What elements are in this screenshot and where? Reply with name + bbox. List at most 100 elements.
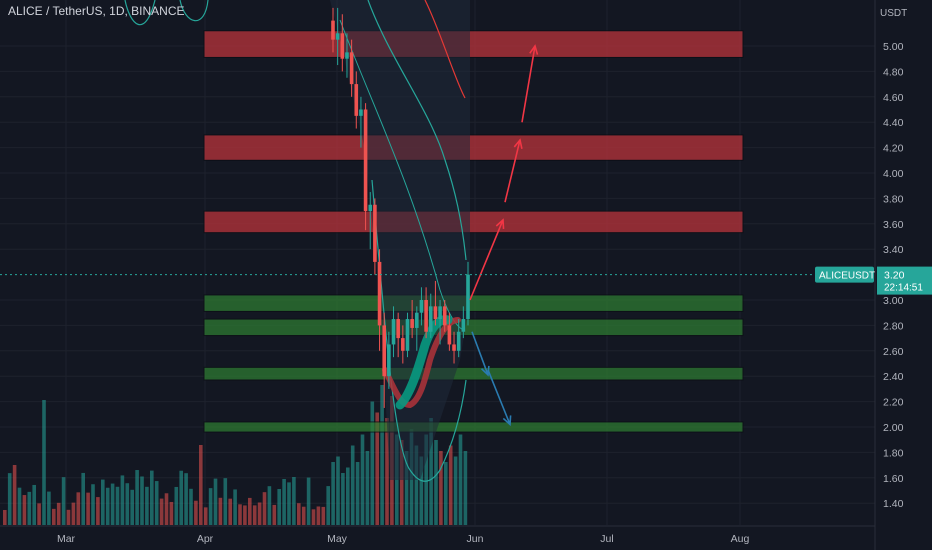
time-tick-label: Jun <box>467 533 484 545</box>
volume-bar <box>419 456 424 525</box>
price-axis-unit: USDT <box>880 8 907 19</box>
candle-body <box>424 300 428 332</box>
price-tick-label: 3.40 <box>883 244 904 256</box>
volume-bar <box>125 483 130 525</box>
volume-bar <box>429 418 433 525</box>
volume-bar <box>174 486 179 525</box>
volume-bar <box>76 492 81 525</box>
price-axis[interactable]: USDT 5.00 4.80 4.60 4.40 4.20 4.00 3.80 3.60 3.40… <box>874 0 907 550</box>
candle-body <box>373 204 377 262</box>
volume-bar <box>184 473 188 525</box>
candle-body <box>335 33 340 40</box>
volume-bar <box>52 508 56 525</box>
price-tick-label: 1.80 <box>883 447 904 459</box>
volume-bar <box>463 451 468 525</box>
price-tick-label: 2.20 <box>883 397 904 409</box>
band-lower-left <box>124 0 156 26</box>
candle-body <box>340 33 345 59</box>
price-tick-label: 3.00 <box>883 295 904 307</box>
price-tick-label: 4.40 <box>883 117 904 129</box>
volume-bar <box>179 470 183 525</box>
resistance-zone <box>203 134 744 161</box>
price-tick-label: 2.00 <box>883 422 904 434</box>
volume-bar <box>37 503 41 525</box>
support-zone <box>203 318 744 337</box>
volume-bar <box>96 497 100 525</box>
volume-bar <box>208 488 213 525</box>
volume-bar <box>130 489 134 525</box>
symbol-tag-label: ALICEUSDT <box>819 271 875 282</box>
price-tick-label: 4.60 <box>883 92 904 104</box>
price-tick-label: 5.00 <box>883 41 904 53</box>
time-axis[interactable]: Mar Apr May Jun Jul Aug <box>0 525 875 545</box>
volume-bar <box>424 434 428 525</box>
volume-bar <box>140 476 144 525</box>
volume-bar <box>233 489 237 525</box>
volume-bar <box>458 434 463 525</box>
volume-bar <box>399 440 404 525</box>
volume-bar <box>301 506 306 525</box>
volume-bar <box>287 482 291 525</box>
volume-bar <box>306 477 311 525</box>
volume-bar <box>169 501 174 525</box>
volume-bar <box>228 498 232 525</box>
volume-bar <box>199 445 203 525</box>
resistance-zone <box>203 30 744 58</box>
price-tick-label: 1.60 <box>883 473 904 485</box>
resistance-zone <box>203 210 744 234</box>
candle-body <box>452 344 456 351</box>
projection-up-arrow-head <box>495 218 505 230</box>
volume-bar <box>262 492 267 525</box>
candle-body <box>354 84 359 116</box>
volume-bar <box>311 509 316 525</box>
volume-bar <box>22 495 27 525</box>
support-zone <box>203 366 744 381</box>
volume-bar <box>375 412 379 525</box>
price-tick-label: 3.80 <box>883 193 904 205</box>
volume-bar <box>159 498 164 525</box>
volume-bar <box>341 473 345 525</box>
price-tick-label: 3.60 <box>883 219 904 231</box>
volume-bar <box>218 497 223 525</box>
volume-bar <box>66 509 71 525</box>
volume-bar <box>243 505 247 525</box>
candle-body <box>368 204 373 212</box>
candle-body <box>456 331 461 351</box>
candle-body <box>410 319 414 328</box>
volume-bar <box>272 504 277 525</box>
volume-bar <box>194 500 198 525</box>
projection-up-arrow <box>504 139 521 203</box>
volume-bar <box>297 503 301 525</box>
volume-bar <box>223 478 228 525</box>
time-tick-label: Aug <box>731 533 750 545</box>
volume-bar <box>365 451 370 525</box>
candle-body <box>447 325 452 345</box>
price-tick-label: 2.40 <box>883 371 904 383</box>
volume-bar <box>439 451 443 525</box>
candle-body <box>442 306 447 326</box>
volume-bar <box>203 507 208 525</box>
time-tick-label: Jul <box>600 533 613 545</box>
price-tag-countdown: 22:14:51 <box>884 283 923 294</box>
volume-bar <box>238 504 242 525</box>
volume-bar <box>105 487 110 525</box>
indicator-lines <box>124 0 470 482</box>
price-tick-label: 4.80 <box>883 66 904 78</box>
candle-body <box>419 300 424 313</box>
projection-up-arrow <box>469 219 504 301</box>
volume-bar <box>150 470 154 525</box>
price-tick-label: 2.60 <box>883 346 904 358</box>
volume-bar <box>42 400 46 525</box>
volume-bar <box>282 478 286 525</box>
projection-up-arrow-head <box>529 44 539 55</box>
volume-bar <box>336 456 340 525</box>
candles[interactable] <box>331 7 470 408</box>
candle-body <box>363 109 368 212</box>
volume-bar <box>115 486 120 525</box>
volume-bar <box>385 418 389 525</box>
volume-bar <box>292 476 296 525</box>
time-tick-label: Apr <box>197 533 214 545</box>
price-zones <box>203 30 744 433</box>
symbol-tag <box>815 266 874 283</box>
price-tag-value: 3.20 <box>884 270 905 282</box>
